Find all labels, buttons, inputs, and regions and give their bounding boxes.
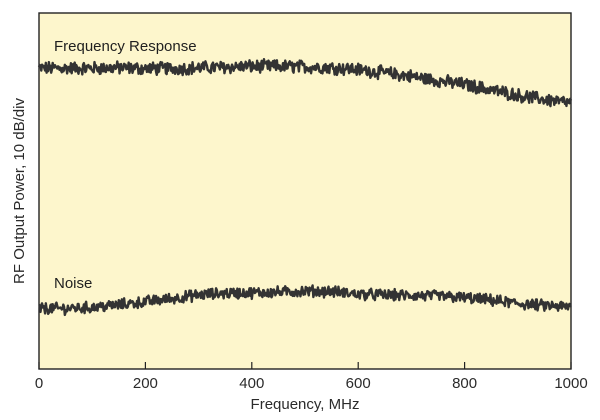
x-tick-label: 0	[35, 375, 43, 392]
x-tick-label: 200	[133, 375, 158, 392]
x-axis-ticks: 0 200 400 600 800 1000	[35, 362, 588, 392]
x-tick-label: 400	[239, 375, 264, 392]
series-label-noise: Noise	[54, 275, 92, 292]
x-tick-label: 1000	[554, 375, 587, 392]
series-label-frequency-response: Frequency Response	[54, 38, 197, 55]
series-traces	[37, 58, 573, 317]
y-axis-label: RF Output Power, 10 dB/div	[11, 98, 28, 284]
x-axis-label: Frequency, MHz	[251, 396, 360, 413]
x-tick-label: 600	[346, 375, 371, 392]
series-line-noise	[38, 284, 572, 317]
series-line-frequency-response	[37, 58, 573, 108]
x-tick-label: 800	[452, 375, 477, 392]
